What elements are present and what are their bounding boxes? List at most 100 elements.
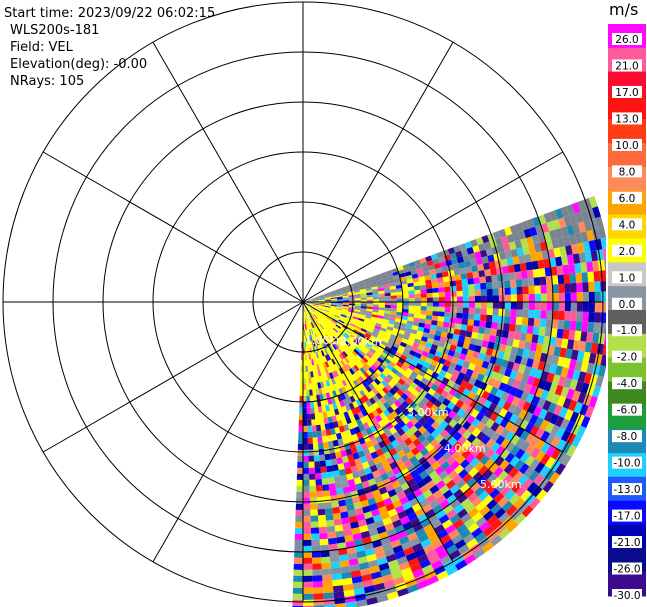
data-cell (314, 412, 320, 420)
data-cell (529, 367, 538, 378)
data-cell (539, 352, 548, 363)
data-cell (317, 318, 322, 324)
data-cell (580, 361, 589, 373)
data-cell (537, 259, 545, 269)
data-cell (529, 342, 538, 352)
data-cell (342, 304, 349, 307)
data-cell (318, 304, 325, 306)
data-cell (306, 303, 313, 305)
data-cell (545, 240, 554, 250)
data-cell (359, 350, 366, 357)
data-cell (324, 348, 329, 355)
data-cell (365, 427, 373, 435)
data-cell (376, 317, 384, 322)
data-cell (306, 389, 310, 396)
data-cell (464, 502, 476, 514)
data-cell (370, 356, 378, 363)
data-cell (557, 395, 567, 407)
data-cell (444, 465, 455, 476)
data-cell (328, 331, 334, 338)
data-cell (307, 302, 313, 304)
data-cell (425, 443, 435, 453)
data-cell (398, 345, 406, 352)
data-cell (312, 563, 322, 570)
data-cell (398, 404, 406, 412)
data-cell (409, 497, 419, 507)
data-cell (423, 327, 431, 334)
data-cell (499, 251, 507, 260)
data-cell (404, 506, 415, 516)
data-cell (378, 307, 385, 311)
data-cell (594, 302, 601, 313)
data-cell (428, 514, 439, 524)
colorbar-tick-label: -30.0 (613, 590, 640, 600)
data-cell (307, 437, 313, 444)
data-cell (360, 442, 369, 451)
data-cell (366, 419, 374, 428)
data-cell (479, 521, 491, 533)
data-cell (392, 327, 400, 333)
data-cell (303, 581, 313, 588)
data-cell (528, 302, 535, 311)
data-cell (524, 253, 532, 263)
data-cell (361, 380, 369, 388)
data-cell (449, 344, 457, 352)
data-cell (516, 294, 523, 302)
data-cell (576, 292, 583, 302)
data-cell (402, 305, 409, 310)
data-cell (356, 391, 363, 399)
data-cell (353, 311, 361, 315)
data-cell (305, 304, 311, 310)
data-cell (340, 393, 347, 401)
data-cell (355, 544, 365, 553)
data-cell (366, 342, 373, 348)
data-cell (455, 454, 466, 465)
data-cell (327, 360, 332, 367)
data-cell (303, 419, 308, 426)
data-cell (333, 315, 340, 320)
data-cell (403, 347, 411, 354)
data-cell (581, 272, 589, 283)
data-cell (298, 413, 303, 420)
data-cell (490, 268, 498, 276)
data-cell (524, 493, 536, 506)
nrays-label: NRays: 105 (10, 74, 85, 89)
data-cell (512, 470, 524, 482)
data-cell (512, 256, 520, 265)
data-cell (355, 599, 368, 607)
data-cell (483, 510, 495, 522)
data-cell (330, 345, 336, 352)
data-cell (303, 467, 309, 474)
data-cell (304, 305, 307, 312)
data-cell (318, 296, 325, 299)
data-cell (377, 467, 387, 476)
data-cell (540, 293, 547, 302)
data-cell (477, 332, 485, 341)
data-cell (487, 254, 495, 263)
data-cell (380, 379, 388, 387)
data-cell (587, 271, 595, 282)
data-cell (306, 323, 309, 330)
data-cell (572, 223, 581, 235)
data-cell (366, 308, 373, 312)
data-cell (588, 196, 598, 209)
data-cell (558, 292, 565, 302)
data-cell (358, 404, 365, 412)
data-cell (303, 318, 305, 324)
data-cell (389, 348, 397, 355)
data-cell (306, 407, 311, 414)
data-cell (490, 421, 500, 432)
data-cell (329, 555, 340, 563)
data-cell (380, 340, 388, 347)
data-cell (320, 314, 327, 319)
data-cell (350, 465, 358, 474)
data-cell (359, 288, 366, 292)
data-cell (423, 270, 431, 277)
data-cell (605, 270, 606, 278)
data-cell (333, 408, 340, 416)
data-cell (418, 370, 426, 378)
data-cell (462, 284, 469, 291)
data-cell (313, 587, 324, 594)
data-cell (556, 328, 564, 339)
data-cell (413, 405, 422, 414)
